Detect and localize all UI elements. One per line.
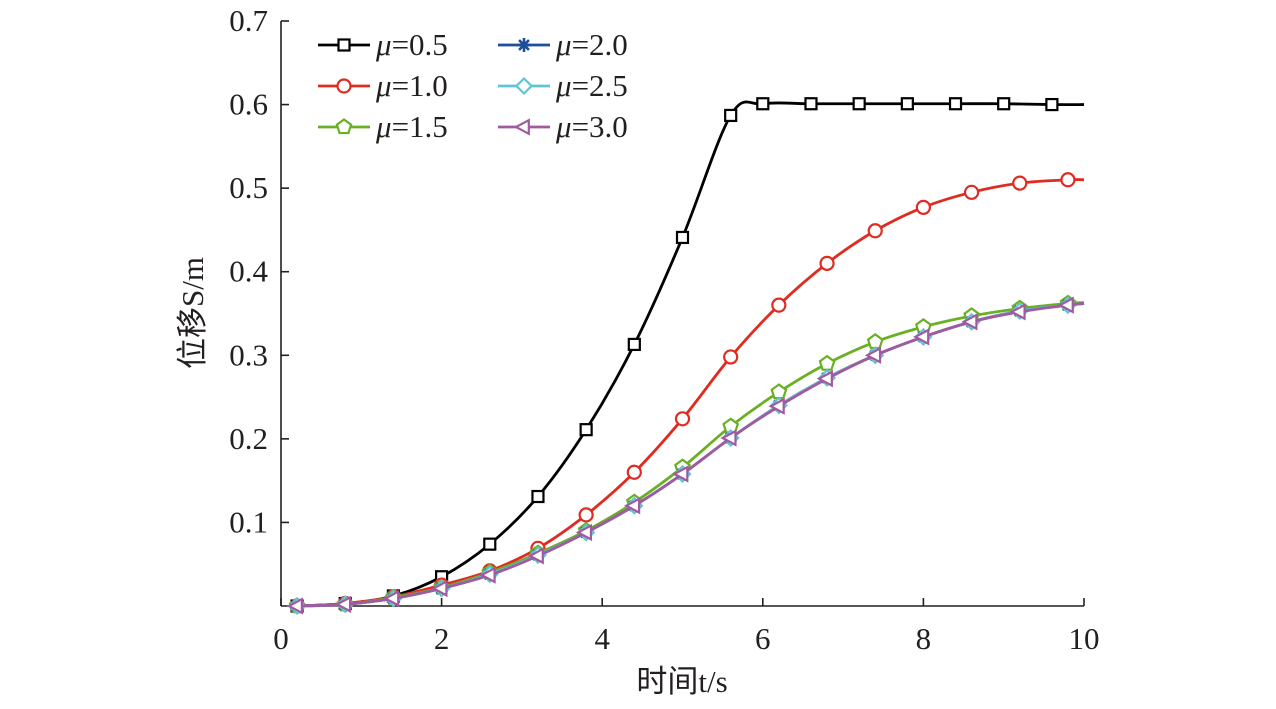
data-point [334, 595, 352, 613]
y-tick-label: 0.6 [229, 87, 268, 122]
data-point [1045, 97, 1059, 112]
x-axis-title: 时间t/s [636, 664, 727, 699]
legend-item: μ=2.0 [498, 27, 628, 62]
x-tick-label: 0 [273, 621, 289, 656]
legend-item: μ=1.5 [318, 109, 448, 144]
data-point [900, 97, 914, 111]
data-point [770, 383, 788, 400]
y-axis-title: 位移S/m [175, 257, 210, 369]
y-tick-label: 0.2 [229, 421, 268, 456]
data-point [575, 523, 593, 542]
data-point [723, 349, 739, 365]
legend-label: μ=2.0 [555, 27, 628, 62]
data-point [623, 497, 641, 515]
data-point [720, 429, 737, 447]
legend-label: μ=1.5 [375, 109, 448, 144]
series-4 [288, 296, 1085, 616]
data-point [1009, 303, 1026, 321]
series-0 [290, 97, 1085, 613]
axis-labels: 时间t/s 位移S/m [175, 257, 728, 699]
legend-item: μ=0.5 [318, 27, 448, 62]
series-line [297, 301, 1085, 608]
data-point [431, 579, 448, 598]
data-point [527, 547, 544, 565]
x-tick-label: 10 [1069, 621, 1100, 656]
axes: 0 2 4 6 8 10 0.1 0.2 0.3 0.4 0.5 0.6 0.7 [229, 3, 1099, 656]
data-point [771, 297, 787, 313]
series-line [296, 100, 1085, 608]
data-point [483, 537, 497, 551]
series-5 [286, 296, 1085, 615]
legend-marker [514, 76, 534, 96]
x-tick-label: 4 [594, 621, 610, 656]
y-tick-label: 0.5 [229, 170, 268, 205]
data-point [867, 223, 883, 239]
data-point [819, 255, 835, 271]
y-tick-label: 0.4 [229, 254, 268, 289]
y-tick-label: 0.7 [229, 3, 268, 38]
x-tick-label: 6 [755, 621, 771, 656]
legend-label: μ=2.5 [555, 68, 628, 103]
data-point [948, 97, 963, 111]
series-2 [288, 294, 1085, 614]
legend-marker [517, 38, 531, 52]
series-layer [286, 97, 1085, 616]
data-point [724, 108, 738, 123]
data-point [864, 346, 882, 364]
x-tick-label: 2 [434, 621, 450, 656]
y-tick-label: 0.3 [229, 337, 268, 372]
data-point [626, 464, 642, 480]
data-point [674, 411, 691, 427]
data-point [913, 328, 930, 346]
series-line [297, 302, 1085, 608]
data-point [627, 337, 641, 352]
legend: μ=0.5 μ=1.0 μ=1.5 μ=2.0 μ=2.5 μ=3.0 [318, 27, 628, 144]
data-point [961, 313, 978, 331]
data-point [852, 97, 866, 111]
data-point [1057, 296, 1074, 314]
legend-label: μ=1.0 [375, 68, 448, 103]
data-point [672, 465, 689, 483]
data-point [383, 589, 400, 608]
data-point [479, 566, 496, 584]
data-point [804, 97, 818, 111]
data-point [915, 199, 932, 215]
data-point [816, 370, 833, 388]
series-line [296, 178, 1085, 608]
data-point [1012, 175, 1028, 191]
legend-item: μ=1.0 [318, 68, 448, 103]
series-3 [290, 298, 1085, 613]
x-tick-label: 8 [916, 621, 932, 656]
data-point [818, 354, 836, 371]
data-point [756, 97, 770, 111]
data-point [286, 597, 303, 615]
data-point [1060, 172, 1076, 188]
data-point [963, 184, 980, 200]
data-point [578, 507, 594, 523]
data-point [675, 230, 690, 245]
legend-marker [336, 78, 352, 94]
legend-item: μ=3.0 [498, 109, 628, 144]
legend-marker [337, 38, 351, 52]
data-point [531, 489, 545, 504]
legend-label: μ=0.5 [375, 27, 448, 62]
legend-item: μ=2.5 [498, 68, 628, 103]
series-line [297, 302, 1085, 608]
data-point [866, 333, 884, 350]
data-point [997, 97, 1011, 111]
data-point [579, 423, 593, 437]
legend-marker [335, 118, 353, 135]
data-point [768, 397, 785, 415]
y-tick-label: 0.1 [229, 504, 268, 539]
legend-marker [513, 118, 530, 136]
series-line [297, 302, 1085, 608]
legend-label: μ=3.0 [555, 109, 628, 144]
